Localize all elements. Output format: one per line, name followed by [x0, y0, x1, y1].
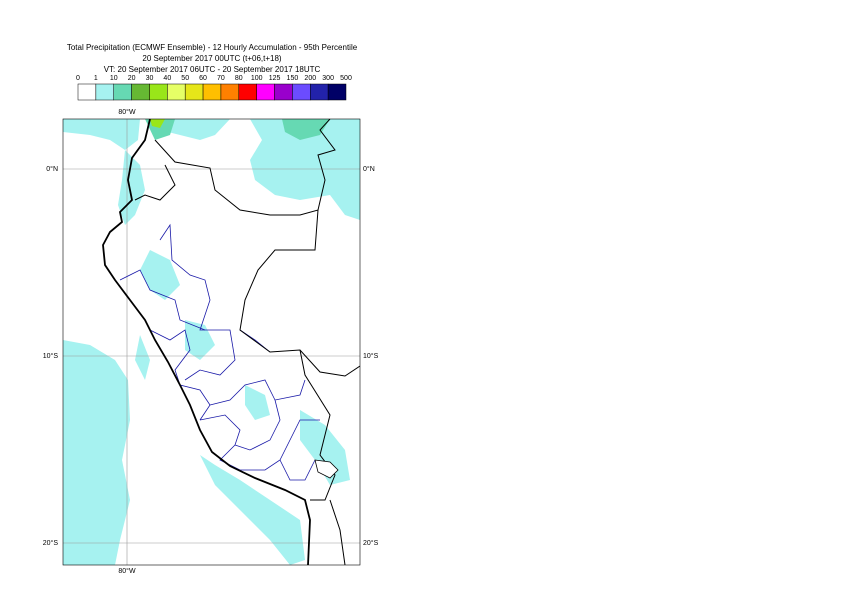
lake	[314, 459, 339, 479]
legend-label: 10	[110, 75, 118, 82]
legend-swatch	[274, 83, 293, 101]
lat-label: 20°S	[363, 539, 379, 547]
title-line: Total Precipitation (ECMWF Ensemble) - 1…	[67, 43, 358, 52]
legend-label: 70	[217, 75, 225, 82]
legend-swatch	[310, 83, 329, 101]
coastline	[102, 119, 311, 565]
title-line: 20 September 2017 00UTC (t+06,t+18)	[142, 54, 282, 63]
legend-label: 200	[304, 75, 316, 82]
legend-label: 125	[269, 75, 281, 82]
legend-swatch	[77, 83, 97, 101]
legend-swatch	[327, 83, 347, 101]
legend-label: 30	[146, 75, 154, 82]
legend-swatch	[184, 83, 204, 101]
legend-label: 50	[181, 75, 189, 82]
title-line: VT: 20 September 2017 06UTC - 20 Septemb…	[104, 65, 321, 74]
lon-label: 80°W	[118, 567, 136, 575]
legend-swatch	[256, 83, 275, 101]
map	[63, 119, 360, 565]
precipitation-areas	[63, 119, 360, 565]
legend-swatch	[131, 83, 150, 101]
legend-swatch	[149, 83, 168, 101]
precipitation-peak	[150, 119, 165, 128]
legend-label: 500	[340, 75, 352, 82]
lat-label: 0°N	[46, 165, 58, 173]
graticule	[63, 119, 360, 565]
lat-label: 10°S	[363, 352, 379, 360]
legend-swatch	[167, 83, 186, 101]
map-frame	[62, 118, 361, 566]
lon-label: 80°W	[118, 108, 136, 116]
legend-label: 20	[128, 75, 136, 82]
legend-swatch	[292, 83, 311, 101]
legend-swatch	[113, 83, 132, 101]
legend-label: 40	[163, 75, 171, 82]
legend-swatch	[220, 83, 240, 101]
legend-swatch	[238, 83, 257, 101]
legend-label: 100	[251, 75, 263, 82]
legend-swatch	[95, 83, 114, 101]
legend-label: 60	[199, 75, 207, 82]
lat-label: 10°S	[43, 352, 59, 360]
legend-label: 300	[322, 75, 334, 82]
legend-swatch	[202, 83, 222, 101]
legend-label: 0	[76, 75, 80, 82]
lat-label: 20°S	[43, 539, 59, 547]
legend-label: 80	[235, 75, 243, 82]
legend-label: 1	[94, 75, 98, 82]
country-borders	[134, 119, 360, 565]
lat-label: 0°N	[363, 165, 375, 173]
legend-label: 150	[287, 75, 299, 82]
